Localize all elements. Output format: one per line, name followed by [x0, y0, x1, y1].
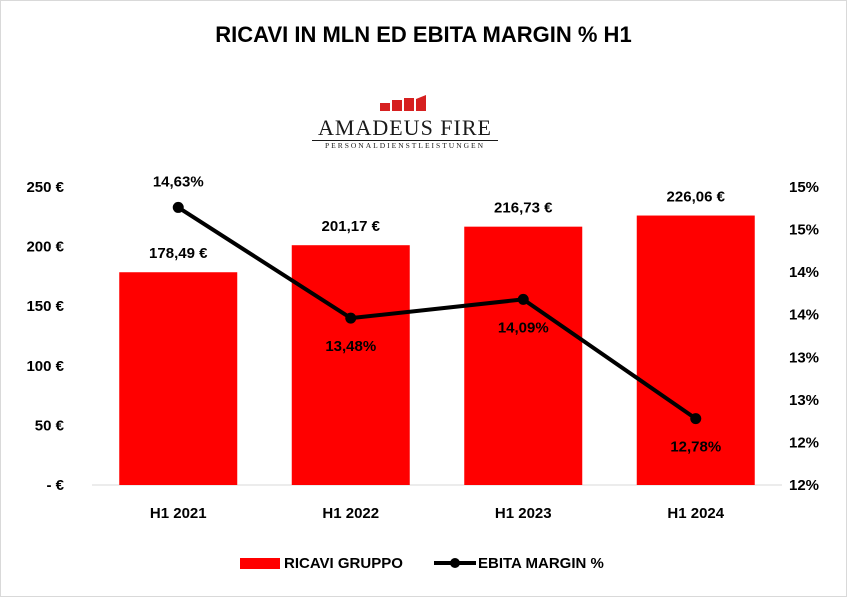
ebita-margin-point [690, 413, 702, 425]
revenue-bar-label: 178,49 € [149, 245, 208, 262]
logo-bar-3 [404, 98, 414, 111]
y-right-tick-label: 15% [789, 179, 819, 196]
ebita-margin-point [517, 293, 529, 305]
y-right-tick-label: 14% [789, 307, 819, 324]
y-right-tick-label: 13% [789, 392, 819, 409]
ebita-margin-point [345, 312, 357, 324]
y-left-tick-label: 200 € [26, 239, 64, 256]
y-right-tick-label: 15% [789, 222, 819, 239]
y-right-tick-label: 12% [789, 434, 819, 451]
logo-bar-2 [392, 100, 402, 111]
y-left-tick-label: 100 € [26, 358, 64, 375]
revenue-bar [636, 215, 755, 485]
logo-subtitle: PERSONALDIENSTLEISTUNGEN [324, 141, 486, 150]
y-left-tick-label: 250 € [26, 179, 64, 196]
logo-bar-1 [380, 103, 390, 111]
x-tick-label: H1 2023 [495, 505, 552, 522]
y-left-tick-label: 50 € [35, 417, 65, 434]
ebita-margin-point [172, 201, 184, 213]
logo-rule [312, 140, 498, 141]
logo-name: AMADEUS FIRE [318, 115, 492, 140]
revenue-bar [119, 272, 238, 485]
revenue-bar [464, 226, 583, 485]
legend-line-swatch [434, 558, 476, 568]
ebita-margin-label: 13,48% [325, 338, 376, 355]
x-tick-label: H1 2021 [150, 505, 207, 522]
company-logo: AMADEUS FIRE PERSONALDIENSTLEISTUNGEN [300, 95, 510, 155]
legend-bar-label: RICAVI GRUPPO [284, 555, 403, 572]
y-left-tick-label: - € [46, 477, 64, 494]
y-right-tick-label: 13% [789, 349, 819, 366]
ebita-margin-label: 14,09% [498, 319, 549, 336]
legend-line-label: EBITA MARGIN % [478, 555, 604, 572]
revenue-bar-label: 226,06 € [667, 189, 726, 206]
y-right-tick-label: 12% [789, 477, 819, 494]
y-right-tick-label: 14% [789, 264, 819, 281]
revenue-bar [291, 245, 410, 485]
x-tick-label: H1 2024 [667, 505, 724, 522]
legend-bar-swatch [240, 558, 280, 569]
ebita-margin-label: 14,63% [153, 173, 204, 190]
revenue-bar-label: 201,17 € [322, 218, 381, 235]
chart-title: RICAVI IN MLN ED EBITA MARGIN % H1 [215, 22, 632, 47]
ebita-margin-label: 12,78% [670, 439, 721, 456]
ebita-margin-line [177, 205, 697, 421]
revenue-bar-label: 216,73 € [494, 200, 553, 217]
y-left-tick-label: 150 € [26, 298, 64, 315]
chart-legend: RICAVI GRUPPO EBITA MARGIN % [0, 555, 847, 575]
x-tick-label: H1 2022 [322, 505, 379, 522]
logo-bar-4 [416, 95, 426, 111]
logo-bars-icon [380, 95, 426, 111]
